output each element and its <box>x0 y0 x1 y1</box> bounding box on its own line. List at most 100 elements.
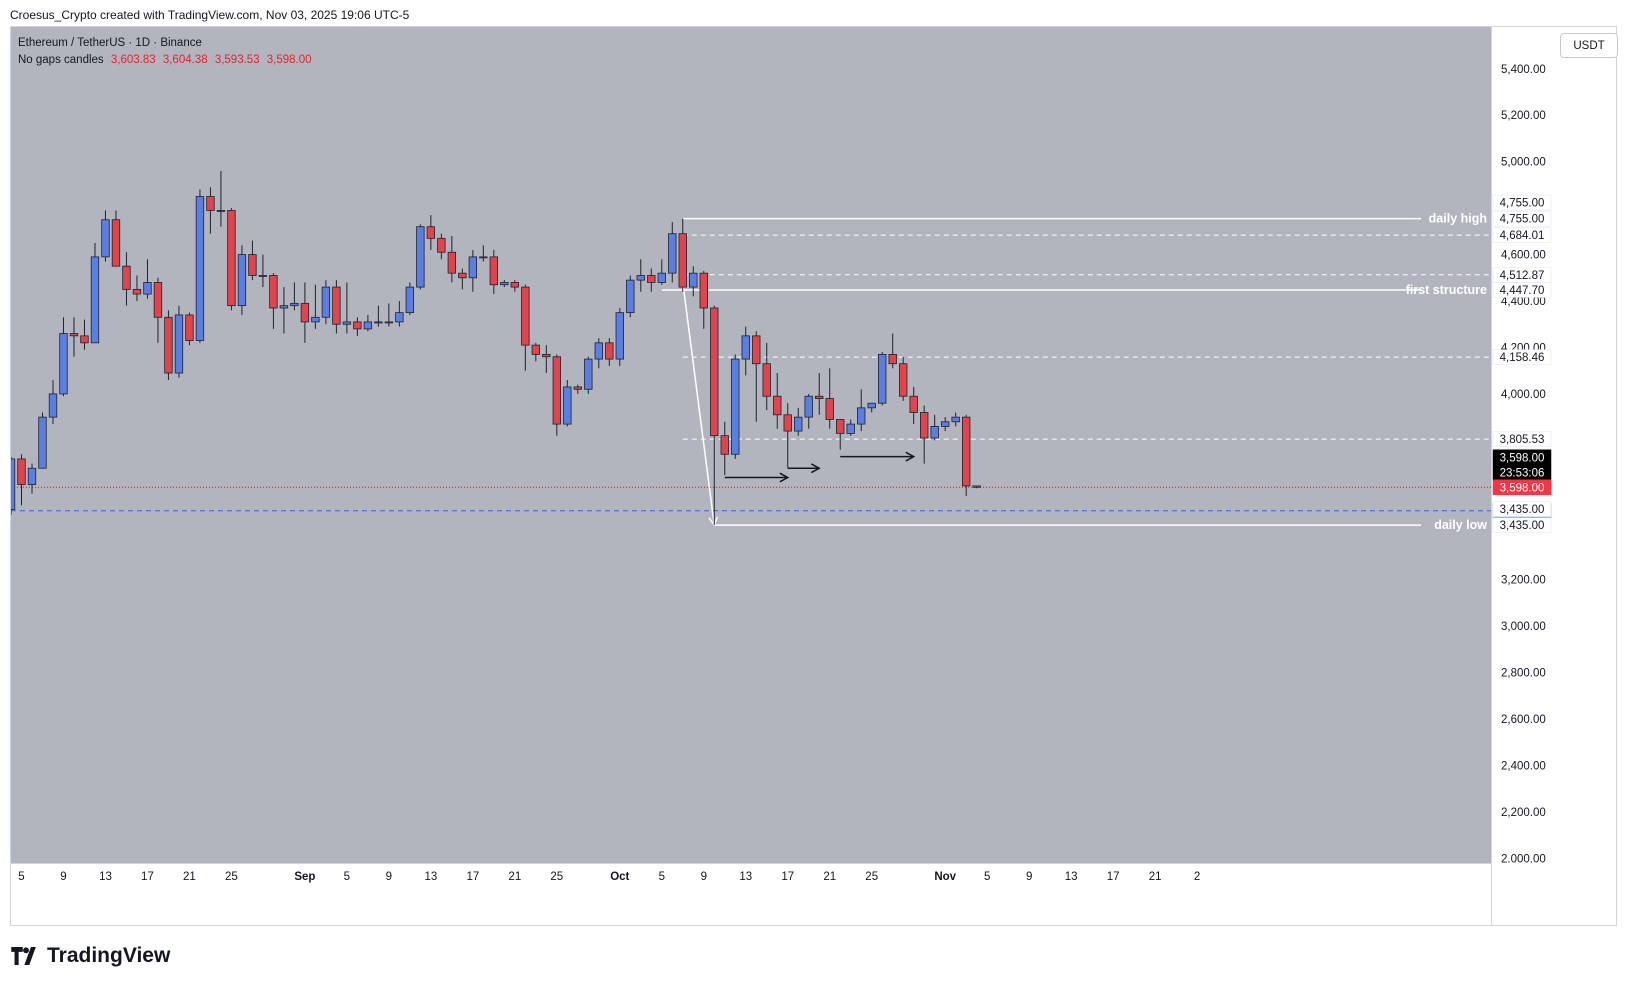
price-axis-tag-text: 23:53:06 <box>1500 467 1545 479</box>
candle-body <box>132 289 142 295</box>
price-axis-tag-bg <box>1492 282 1552 298</box>
candle <box>573 384 582 394</box>
candle-body <box>846 423 855 434</box>
candle <box>195 189 205 343</box>
candle-body <box>405 286 415 314</box>
candle <box>804 393 813 429</box>
candle <box>69 317 79 357</box>
candle-body <box>521 286 530 346</box>
candle-body <box>794 416 803 432</box>
candle <box>290 282 299 311</box>
annotation-label: daily low <box>1434 518 1487 532</box>
candle-body <box>206 196 215 211</box>
candle <box>783 403 792 469</box>
candle <box>216 170 226 227</box>
candle <box>122 252 131 306</box>
price-tick-label: 2,400.00 <box>1501 760 1546 772</box>
time-tick-label: Oct <box>610 871 629 883</box>
candle-body <box>961 416 971 487</box>
candle <box>237 245 247 315</box>
candle <box>699 270 708 329</box>
candle <box>17 454 26 506</box>
price-axis-tag-text: 3,435.00 <box>1500 504 1545 516</box>
plot-background <box>11 27 1491 863</box>
candle-body <box>59 333 68 395</box>
price-axis-tag: 3,805.53 <box>1492 431 1552 447</box>
time-tick-label: 25 <box>865 871 878 883</box>
candle <box>720 421 729 476</box>
candle-body <box>258 275 268 277</box>
candle-body <box>930 426 939 439</box>
time-tick-label: 25 <box>225 871 238 883</box>
candle-body <box>899 363 908 397</box>
price-axis-tag-bg <box>1492 227 1552 243</box>
candle <box>836 419 845 450</box>
legend-open: 3,603.83 <box>110 54 156 66</box>
price-chart[interactable]: 5,400.00 5,200.00 5,000.00 4,600.00 4,400.00… <box>11 27 1616 925</box>
candle <box>794 407 803 436</box>
candle-body <box>122 265 131 290</box>
candle-body <box>741 335 750 360</box>
candle <box>300 282 310 343</box>
candle-body <box>290 302 299 307</box>
candle-body <box>731 358 740 455</box>
price-tick-label: 3,000.00 <box>1501 621 1546 633</box>
price-tick-label: 5,400.00 <box>1501 64 1546 76</box>
candle <box>248 240 257 281</box>
currency-unit-button[interactable]: USDT <box>1560 33 1618 58</box>
price-axis-tag: 23:53:06 <box>1492 464 1552 481</box>
candle-body <box>552 356 561 425</box>
candle-body <box>815 395 824 399</box>
candle <box>11 456 16 515</box>
candle <box>500 280 509 288</box>
candle <box>741 326 750 376</box>
candle-body <box>468 256 478 279</box>
candle <box>374 305 383 327</box>
chart-frame[interactable]: 5,400.00 5,200.00 5,000.00 4,600.00 4,400.00… <box>10 26 1617 926</box>
candle-body <box>332 286 341 325</box>
candle-body <box>920 412 929 439</box>
candle-body <box>699 272 708 309</box>
candle-body <box>878 354 887 404</box>
candle-body <box>573 386 582 390</box>
candle <box>90 242 100 344</box>
candle <box>174 305 184 378</box>
price-tick-label: 4,600.00 <box>1501 250 1546 262</box>
candle <box>227 208 236 311</box>
time-tick-label: 13 <box>1065 871 1078 883</box>
candle <box>311 284 320 329</box>
candle-body <box>426 226 436 239</box>
candle <box>153 277 163 343</box>
candle-body <box>248 254 257 276</box>
time-tick-label: 21 <box>1149 871 1162 883</box>
time-tick-label: 21 <box>508 871 521 883</box>
candle <box>269 273 278 329</box>
candle-body <box>647 275 656 283</box>
candle <box>384 303 394 327</box>
candle-body <box>69 333 79 337</box>
candle <box>594 338 603 369</box>
time-tick-label: 9 <box>1026 871 1032 883</box>
candle-body <box>216 210 226 212</box>
candle-body <box>27 467 37 485</box>
attribution-text: Croesus_Crypto created with TradingView.… <box>10 8 410 22</box>
candle-body <box>17 458 26 485</box>
candle-body <box>48 393 58 418</box>
candle <box>143 259 152 299</box>
candle-body <box>321 286 331 318</box>
candle-body <box>689 272 698 288</box>
candle-body <box>720 435 729 455</box>
candle <box>647 268 656 292</box>
candle <box>930 414 939 441</box>
candle-body <box>531 344 541 355</box>
legend-symbol: Ethereum / TetherUS · 1D · Binance <box>18 37 202 49</box>
time-tick-label: 21 <box>183 871 196 883</box>
time-tick-label: 5 <box>659 871 665 883</box>
candle-body <box>111 219 121 267</box>
time-tick-label: 5 <box>984 871 990 883</box>
price-axis-tag-text: 4,684.01 <box>1500 230 1545 242</box>
price-axis-tag: 4,755.00 <box>1492 210 1552 227</box>
arrow-head <box>905 451 916 462</box>
candle-body <box>11 458 16 510</box>
candle-body <box>311 316 320 323</box>
